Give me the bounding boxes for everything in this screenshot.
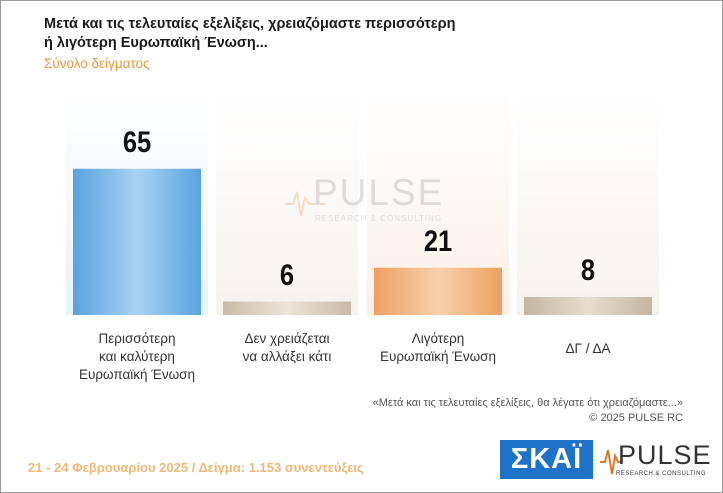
pulse-logo: PULSE RESEARCH & CONSULTING bbox=[600, 440, 712, 482]
question-note: «Μετά και τις τελευταίες εξελίξεις, θα λ… bbox=[372, 397, 683, 409]
bar-track-3 bbox=[517, 90, 659, 315]
category-label-line: Δεν χρειάζεται bbox=[244, 331, 330, 346]
chart-title: Μετά και τις τελευταίες εξελίξεις, χρεια… bbox=[44, 16, 456, 51]
bar-value-label: 65 bbox=[122, 125, 152, 159]
bar-value-label: 21 bbox=[423, 224, 453, 258]
category-label: Περισσότερη και καλύτερη Ευρωπαϊκή Ένωση bbox=[62, 330, 212, 384]
bar-0 bbox=[73, 168, 201, 315]
watermark-word: PULSE bbox=[313, 172, 445, 213]
category-label: Λιγότερη Ευρωπαϊκή Ένωση bbox=[363, 330, 513, 366]
pulse-logo-word: PULSE bbox=[618, 440, 712, 470]
chart-subtitle: Σύνολο δείγματος bbox=[44, 56, 150, 71]
pulse-watermark: PULSE RESEARCH & CONSULTING bbox=[285, 172, 455, 232]
category-label: Δεν χρειάζεται να αλλάξει κάτι bbox=[212, 330, 362, 366]
pulse-logo-wave-icon bbox=[600, 449, 622, 475]
bar-value-label: 6 bbox=[279, 258, 295, 292]
pulse-wave-icon bbox=[285, 191, 325, 217]
category-label-line: Περισσότερη bbox=[98, 331, 176, 346]
category-label-line: Ευρωπαϊκή Ένωση bbox=[78, 367, 196, 382]
bar-1 bbox=[223, 301, 351, 315]
category-label-line: να αλλάξει κάτι bbox=[242, 349, 332, 364]
skai-logo: ΣΚΑΪ bbox=[500, 440, 593, 479]
copyright-note: © 2025 PULSE RC bbox=[589, 412, 683, 424]
category-label-line: ΔΓ / ΔΑ bbox=[565, 341, 611, 356]
bar-3 bbox=[524, 297, 652, 315]
category-label-line: και καλύτερη bbox=[99, 349, 175, 364]
category-label-line: Ευρωπαϊκή Ένωση bbox=[379, 349, 497, 364]
survey-footer: 21 - 24 Φεβρουαρίου 2025 / Δείγμα: 1.153… bbox=[28, 460, 364, 475]
category-label: ΔΓ / ΔΑ bbox=[513, 340, 663, 358]
watermark-sub: RESEARCH & CONSULTING bbox=[315, 214, 443, 223]
pulse-logo-sub: RESEARCH & CONSULTING bbox=[616, 471, 707, 477]
bar-2 bbox=[374, 267, 502, 315]
category-label-line: Λιγότερη bbox=[411, 331, 465, 346]
bar-value-label: 8 bbox=[580, 254, 596, 287]
bar-track-1 bbox=[216, 90, 358, 315]
